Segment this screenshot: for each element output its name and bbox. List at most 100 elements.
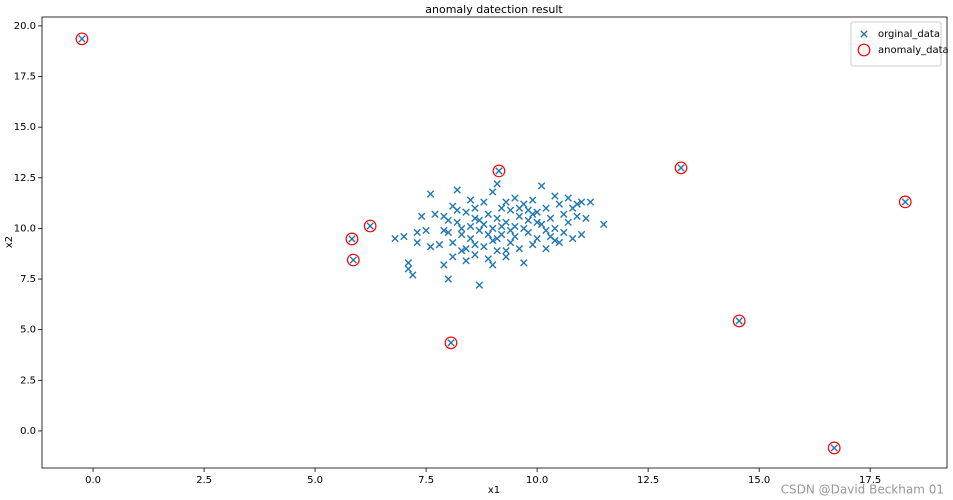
point <box>515 244 524 253</box>
x-tick-label: 12.5 <box>637 475 659 486</box>
point <box>426 190 435 198</box>
point <box>573 200 581 208</box>
point <box>480 220 488 229</box>
point <box>492 164 506 178</box>
point <box>511 232 519 241</box>
point <box>533 218 541 227</box>
point <box>560 228 568 237</box>
point <box>489 188 497 196</box>
point <box>346 253 360 267</box>
x-tick-label: 7.5 <box>418 475 434 486</box>
y-tick-label: 2.5 <box>20 375 36 386</box>
point <box>537 182 546 190</box>
point <box>555 200 564 208</box>
point <box>453 186 461 194</box>
point <box>449 253 457 261</box>
point <box>417 212 426 220</box>
point <box>440 226 448 235</box>
chart-title: anomaly datection result <box>425 3 563 16</box>
point <box>426 242 435 251</box>
point <box>475 281 484 289</box>
point <box>515 204 524 212</box>
point <box>493 247 501 255</box>
point <box>830 444 838 452</box>
point <box>735 317 743 325</box>
point <box>422 226 430 235</box>
point <box>524 216 532 225</box>
point <box>551 236 559 245</box>
point <box>898 195 912 209</box>
y-axis-label: x2 <box>4 236 15 248</box>
point <box>493 214 501 222</box>
point <box>560 210 568 218</box>
point <box>489 261 497 269</box>
point <box>457 224 466 233</box>
y-tick-label: 10.0 <box>14 223 36 234</box>
x-tick-label: 10.0 <box>526 475 548 486</box>
point <box>466 222 475 231</box>
point <box>78 35 86 43</box>
point <box>827 441 841 455</box>
point <box>363 219 377 233</box>
point <box>564 194 572 202</box>
point <box>542 244 550 253</box>
point <box>444 275 453 283</box>
point <box>480 198 488 206</box>
point <box>542 204 550 212</box>
point <box>466 234 475 243</box>
point <box>506 206 515 214</box>
point <box>502 198 510 206</box>
point <box>546 214 555 222</box>
point <box>447 339 455 347</box>
point <box>400 232 408 241</box>
legend-label: orginal_data <box>878 29 940 40</box>
point <box>480 242 488 251</box>
y-tick-label: 0.0 <box>20 426 36 437</box>
point <box>413 228 421 237</box>
point <box>528 240 537 249</box>
point <box>493 234 501 243</box>
point <box>502 247 510 255</box>
point <box>345 232 359 246</box>
plot-frame <box>41 16 948 469</box>
x-tick-label: 5.0 <box>307 475 323 486</box>
point <box>506 226 515 235</box>
point <box>506 238 515 247</box>
point <box>471 214 479 222</box>
point <box>511 194 519 202</box>
point <box>404 259 413 267</box>
point <box>497 222 506 231</box>
point <box>453 206 461 214</box>
point <box>674 161 688 175</box>
point <box>901 198 909 206</box>
point <box>555 238 564 247</box>
point <box>431 210 439 218</box>
point <box>515 212 524 220</box>
point <box>732 314 746 328</box>
point <box>577 230 586 239</box>
point <box>404 265 413 273</box>
point <box>520 259 528 267</box>
point <box>484 230 492 239</box>
point <box>348 235 356 243</box>
y-tick-label: 20.0 <box>14 21 36 32</box>
legend-swatch <box>860 30 868 38</box>
point <box>577 198 586 206</box>
point <box>413 238 421 247</box>
point <box>471 240 479 249</box>
x-tick-label: 17.5 <box>859 475 881 486</box>
point <box>471 251 479 259</box>
x-tick-label: 15.0 <box>748 475 770 486</box>
legend-box <box>850 21 942 67</box>
x-tick-label: 0.0 <box>85 475 101 486</box>
point <box>600 220 608 229</box>
x-axis-label: x1 <box>488 485 500 496</box>
point <box>537 220 546 229</box>
point <box>462 257 470 265</box>
point <box>497 204 506 212</box>
point <box>453 218 461 227</box>
point <box>528 210 537 218</box>
point <box>449 238 457 247</box>
point <box>440 261 448 269</box>
point <box>573 212 581 220</box>
